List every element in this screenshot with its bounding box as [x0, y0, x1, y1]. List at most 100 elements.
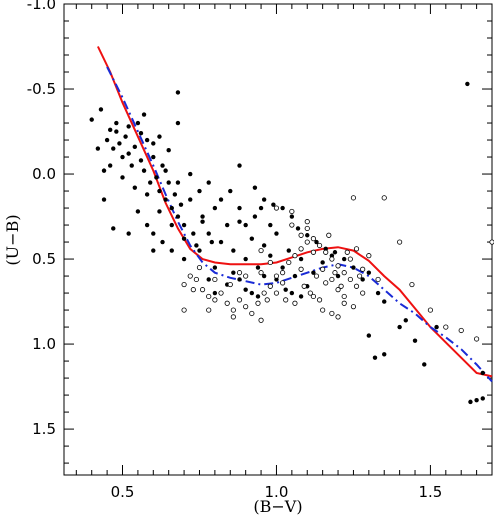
- open-data-point: [258, 270, 264, 276]
- open-data-point: [230, 307, 236, 313]
- filled-data-point: [249, 236, 255, 241]
- y-tick-label: -0.5: [27, 80, 56, 98]
- open-data-point: [236, 270, 243, 276]
- open-data-point: [458, 327, 464, 334]
- open-data-point: [313, 273, 320, 279]
- filled-data-point: [157, 188, 162, 194]
- filled-data-point: [169, 222, 174, 228]
- filled-data-point: [305, 233, 310, 238]
- filled-data-point: [412, 338, 418, 343]
- open-data-point: [341, 293, 347, 300]
- filled-data-point: [280, 205, 285, 211]
- filled-data-point: [209, 239, 214, 245]
- open-data-point: [230, 314, 236, 320]
- open-data-point: [310, 249, 317, 255]
- filled-data-point: [175, 120, 181, 126]
- open-data-point: [249, 310, 255, 317]
- filled-data-point: [197, 248, 202, 253]
- filled-data-point: [144, 222, 150, 228]
- open-data-point: [206, 307, 212, 313]
- y-tick-label: 1.5: [32, 420, 56, 438]
- open-data-point: [273, 290, 280, 296]
- open-data-point: [443, 324, 449, 330]
- filled-data-point: [163, 197, 168, 202]
- filled-data-point: [107, 127, 113, 133]
- filled-data-point: [120, 175, 125, 180]
- open-data-point: [283, 297, 289, 303]
- filled-data-point: [123, 134, 128, 139]
- open-data-point: [323, 280, 329, 286]
- filled-data-point: [283, 287, 288, 292]
- open-data-point: [350, 304, 357, 310]
- filled-data-point: [468, 399, 473, 405]
- filled-data-point: [212, 265, 218, 270]
- y-tick-label: 0.0: [32, 165, 56, 183]
- y-axis-title: (U−B): [3, 214, 22, 265]
- filled-data-point: [135, 120, 141, 126]
- filled-data-point: [200, 219, 205, 224]
- filled-data-point: [252, 185, 258, 190]
- filled-data-point: [172, 192, 178, 197]
- filled-data-point: [206, 180, 211, 185]
- filled-data-point: [237, 205, 242, 211]
- filled-data-point: [181, 256, 187, 262]
- filled-data-point: [243, 256, 248, 262]
- filled-data-point: [144, 137, 150, 143]
- filled-data-point: [154, 175, 159, 180]
- filled-data-point: [274, 231, 279, 236]
- filled-data-point: [111, 146, 116, 151]
- open-data-point: [397, 239, 403, 245]
- filled-data-point: [101, 197, 107, 202]
- open-data-point: [258, 317, 264, 323]
- open-data-point: [243, 273, 249, 279]
- filled-data-point: [243, 287, 248, 292]
- filled-data-point: [268, 253, 273, 258]
- open-data-point: [264, 297, 270, 303]
- filled-data-point: [298, 294, 304, 299]
- filled-data-point: [117, 141, 122, 146]
- filled-data-point: [132, 185, 138, 190]
- filled-data-point: [151, 141, 156, 146]
- open-data-point: [298, 246, 304, 252]
- open-data-point: [353, 246, 360, 252]
- filled-data-point: [258, 205, 264, 211]
- open-data-point: [298, 266, 304, 272]
- open-data-point: [243, 304, 249, 310]
- open-data-point: [323, 249, 329, 255]
- plot-frame: [63, 3, 493, 476]
- open-data-point: [261, 290, 267, 296]
- open-data-point: [236, 297, 243, 303]
- filled-data-point: [132, 144, 138, 150]
- filled-data-point: [366, 270, 372, 275]
- filled-data-point: [332, 250, 338, 255]
- filled-data-point: [249, 290, 255, 296]
- filled-data-point: [212, 290, 218, 296]
- axis-ticks: [64, 3, 493, 475]
- y-tick-label: 0.5: [32, 250, 56, 268]
- open-data-point: [267, 283, 273, 289]
- filled-data-point: [474, 397, 479, 403]
- open-data-point: [326, 232, 332, 238]
- filled-data-point: [261, 273, 267, 279]
- open-data-point: [344, 249, 350, 255]
- open-data-point: [193, 276, 200, 283]
- filled-data-point: [160, 163, 165, 168]
- filled-data-point: [218, 197, 224, 202]
- open-data-point: [307, 290, 313, 296]
- filled-data-point: [261, 243, 267, 248]
- filled-data-point: [175, 90, 181, 95]
- filled-data-point: [111, 226, 116, 231]
- filled-data-point: [231, 248, 236, 253]
- filled-data-point: [160, 239, 165, 245]
- filled-data-point: [157, 209, 162, 214]
- filled-data-point: [188, 171, 193, 177]
- filled-data-point: [194, 243, 199, 248]
- filled-data-point: [237, 277, 242, 282]
- open-data-point: [332, 270, 338, 276]
- y-tick-label: -1.0: [27, 0, 56, 13]
- filled-data-point: [138, 158, 144, 163]
- open-data-point: [273, 273, 280, 279]
- filled-data-point: [114, 129, 119, 134]
- open-data-point: [304, 225, 310, 232]
